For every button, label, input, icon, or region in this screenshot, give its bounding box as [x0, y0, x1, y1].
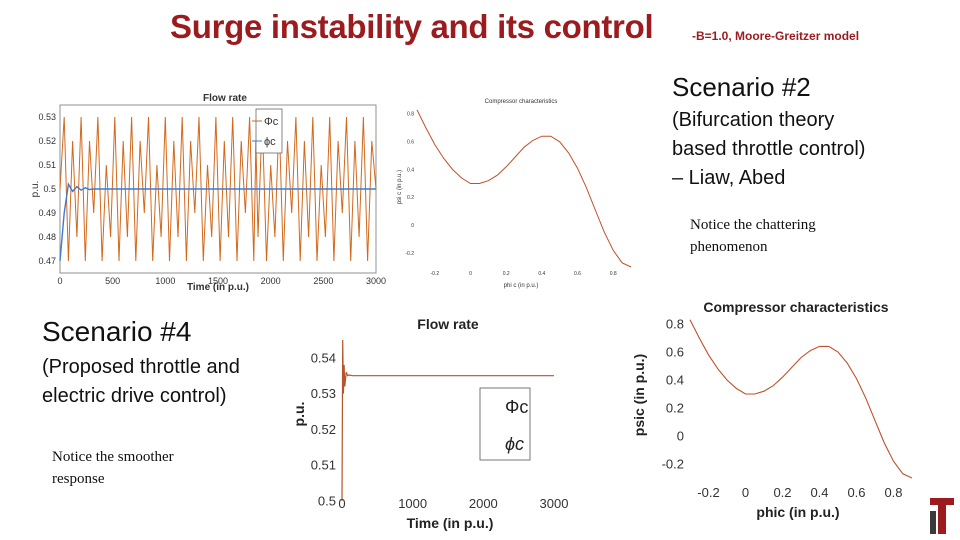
- c2-title: Flow rate: [417, 316, 479, 332]
- c1-ytick-label: 0: [411, 223, 414, 229]
- scenario2-desc-line: (Bifurcation theory: [672, 109, 835, 131]
- c3-xtick-label: 0: [742, 485, 749, 500]
- c3-ylabel: psic (in p.u.): [631, 354, 647, 436]
- c0-ytick-label: 0.51: [38, 160, 56, 170]
- scenario4-desc-line: electric drive control): [42, 385, 227, 407]
- c0-xtick-label: 1500: [208, 276, 228, 286]
- c0-legend-box: [255, 108, 283, 154]
- c3-xtick-label: 0.8: [884, 485, 902, 500]
- scenario4-desc-line: (Proposed throttle and: [42, 356, 240, 378]
- c0-ytick-label: 0.52: [38, 136, 56, 146]
- scenario2-note: Notice the chattering phenomenon: [690, 214, 816, 258]
- c3-xtick-label: 0.2: [773, 485, 791, 500]
- c1-ylabel: psi c (in p.u.): [397, 170, 403, 204]
- c3-ytick-label: 0.8: [666, 317, 684, 332]
- c0-ytick-label: 0.53: [38, 112, 56, 122]
- c3-ytick-label: 0.4: [666, 373, 684, 388]
- c0-xlabel: Time (in p.u.): [187, 282, 249, 293]
- c0-legend-label: Φc: [264, 116, 279, 128]
- c1-xtick-label: 0.2: [503, 271, 510, 277]
- scenario2-note-line: phenomenon: [690, 239, 768, 255]
- compressor-chart-scenario2: Compressor characteristics phi c (in p.u…: [397, 99, 633, 289]
- slide-subtitle: -B=1.0, Moore-Greitzer model: [692, 29, 860, 43]
- c1-ytick-label: 0.6: [407, 140, 414, 146]
- scenario2-note-line: Notice the chattering: [690, 217, 816, 233]
- c1-curve: [416, 109, 632, 268]
- c3-ytick-label: 0.6: [666, 345, 684, 360]
- scenario4-description: (Proposed throttle and electric drive co…: [42, 353, 240, 411]
- scenario2-description: (Bifurcation theory based throttle contr…: [672, 106, 865, 193]
- c2-xtick-label: 1000: [398, 496, 427, 511]
- c2-xtick-label: 2000: [469, 496, 498, 511]
- c0-xtick-label: 3000: [366, 276, 386, 286]
- c2-xlabel: Time (in p.u.): [407, 515, 494, 531]
- c2-series-phi-big: [341, 339, 554, 501]
- c3-xtick-label: 0.6: [847, 485, 865, 500]
- c1-ytick-label: 0.8: [407, 112, 414, 118]
- c3-ytick-label: 0: [677, 429, 684, 444]
- c2-ylabel: p.u.: [291, 402, 307, 427]
- chart-frame: [415, 107, 633, 267]
- c2-ytick-label: 0.51: [311, 458, 336, 473]
- c1-xtick-label: 0: [469, 271, 472, 277]
- c3-title: Compressor characteristics: [703, 299, 888, 315]
- c1-xtick-label: 0.6: [574, 271, 581, 277]
- c0-title: Flow rate: [203, 93, 247, 104]
- c1-ytick-label: -0.2: [405, 251, 414, 257]
- c3-xlabel: phic (in p.u.): [756, 504, 839, 520]
- c1-xlabel: phi c (in p.u.): [504, 283, 539, 289]
- c0-xtick-label: 2500: [313, 276, 333, 286]
- scenario4-note-line: response: [52, 471, 105, 487]
- scenario4-heading: Scenario #4: [42, 316, 192, 347]
- c3-xtick-label: -0.2: [697, 485, 719, 500]
- c1-ytick-label: 0.4: [407, 167, 414, 173]
- scenario4-note-line: Notice the smoother: [52, 449, 174, 465]
- c2-xtick-label: 0: [338, 496, 345, 511]
- c0-ytick-label: 0.48: [38, 232, 56, 242]
- c1-xtick-label: -0.2: [431, 271, 440, 277]
- scenario2-desc-line: – Liaw, Abed: [672, 167, 786, 189]
- c2-ytick-label: 0.52: [311, 422, 336, 437]
- c1-xtick-label: 0.4: [538, 271, 545, 277]
- scenario2-desc-line: based throttle control): [672, 138, 866, 160]
- scenario4-note: Notice the smoother response: [52, 446, 174, 490]
- c0-series-phi-small: [59, 182, 376, 262]
- c2-ytick-label: 0.5: [318, 493, 336, 508]
- c0-xtick-label: 500: [105, 276, 120, 286]
- c3-ytick-label: -0.2: [662, 457, 684, 472]
- c0-legend-label: ϕc: [264, 136, 276, 148]
- c0-ytick-label: 0.5: [43, 184, 56, 194]
- c3-ytick-label: 0.2: [666, 401, 684, 416]
- compressor-chart-scenario4: Compressor characteristics phic (in p.u.…: [631, 299, 913, 520]
- c0-xtick-label: 0: [57, 276, 62, 286]
- c0-ylabel: p.u.: [30, 181, 41, 198]
- c3-curve: [689, 319, 913, 479]
- c2-legend-label: ϕc: [505, 434, 524, 454]
- slide-title: Surge instability and its control: [170, 8, 654, 45]
- scenario2-heading: Scenario #2: [672, 72, 811, 102]
- c0-xtick-label: 1000: [155, 276, 175, 286]
- flow-rate-chart-scenario4: Flow rate Time (in p.u.) p.u. Φc ϕc 0 100…: [291, 316, 569, 531]
- institution-logo-icon: [930, 498, 954, 534]
- c2-xtick-label: 3000: [540, 496, 569, 511]
- c2-ytick-label: 0.54: [311, 350, 336, 365]
- c2-legend-box: [479, 387, 531, 461]
- c3-xtick-label: 0.4: [810, 485, 828, 500]
- flow-rate-chart-scenario2: Flow rate Time (in p.u.) p.u. Φc ϕc 0 500…: [30, 93, 386, 293]
- c1-ytick-label: 0.2: [407, 195, 414, 201]
- c1-title: Compressor characteristics: [485, 99, 558, 105]
- c1-xtick-label: 0.8: [610, 271, 617, 277]
- c0-xtick-label: 2000: [261, 276, 281, 286]
- c2-ytick-label: 0.53: [311, 386, 336, 401]
- c2-legend-label: Φc: [505, 397, 528, 417]
- c0-ytick-label: 0.49: [38, 208, 56, 218]
- c0-ytick-label: 0.47: [38, 256, 56, 266]
